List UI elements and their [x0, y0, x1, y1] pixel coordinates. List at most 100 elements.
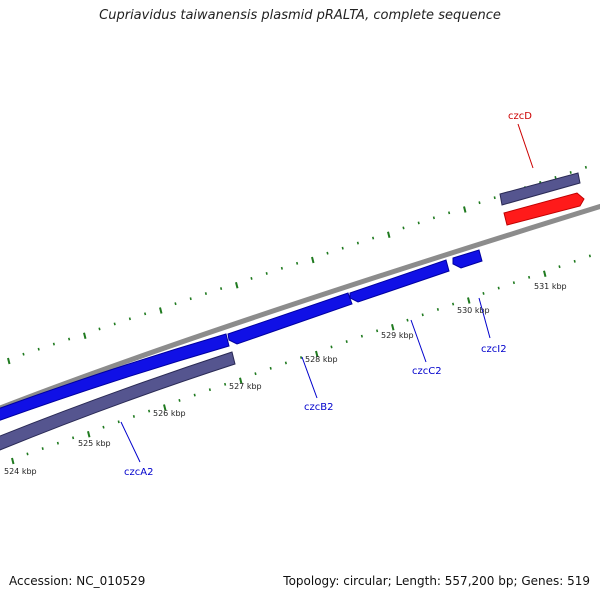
minor-tick	[189, 297, 192, 301]
minor-tick	[360, 334, 363, 338]
major-tick	[239, 377, 243, 384]
major-tick	[467, 297, 471, 304]
tick-label: 528 kbp	[305, 355, 338, 364]
minor-tick	[402, 226, 405, 230]
minor-tick	[345, 340, 348, 343]
minor-tick	[193, 393, 196, 397]
czcC2-callout-line	[410, 319, 427, 363]
czcD-callout-line	[517, 123, 534, 169]
major-tick	[543, 270, 547, 277]
minor-tick	[478, 201, 481, 205]
major-tick	[163, 404, 167, 411]
minor-tick	[269, 366, 272, 370]
major-tick	[463, 206, 467, 213]
minor-tick	[68, 337, 71, 341]
minor-tick	[584, 165, 587, 169]
minor-tick	[52, 342, 55, 346]
tick-label: 531 kbp	[534, 282, 567, 291]
gene-label-czcA2[interactable]: czcA2	[124, 467, 153, 478]
minor-tick	[26, 452, 29, 456]
minor-tick	[280, 266, 283, 270]
major-tick	[387, 231, 391, 238]
major-tick	[7, 357, 11, 365]
czcD-feature[interactable]	[503, 192, 585, 226]
minor-tick	[148, 409, 151, 413]
minor-tick	[284, 361, 287, 365]
minor-tick	[588, 254, 591, 258]
major-tick	[235, 282, 239, 289]
gene-label-czcD[interactable]: czcD	[508, 111, 532, 122]
czcC2-feature[interactable]	[349, 259, 450, 303]
minor-tick	[37, 347, 40, 351]
czcD-reverse-feature[interactable]	[499, 172, 581, 206]
minor-tick	[265, 271, 268, 275]
minor-tick	[330, 345, 333, 349]
minor-tick	[417, 221, 420, 225]
minor-tick	[178, 398, 181, 402]
major-tick	[83, 332, 87, 339]
minor-tick	[56, 441, 59, 445]
minor-tick	[421, 313, 424, 317]
map-title: Cupriavidus taiwanensis plasmid pRALTA, …	[99, 8, 501, 23]
minor-tick	[174, 302, 177, 306]
minor-tick	[300, 356, 303, 360]
minor-tick	[482, 291, 485, 295]
minor-tick	[528, 275, 531, 279]
minor-tick	[436, 308, 439, 311]
czcI2-feature[interactable]	[452, 249, 483, 269]
minor-tick	[220, 287, 223, 290]
minor-tick	[326, 251, 329, 255]
minor-tick	[113, 322, 116, 326]
minor-tick	[224, 382, 227, 386]
minor-tick	[554, 176, 557, 179]
major-tick	[87, 431, 91, 438]
minor-tick	[144, 312, 147, 316]
minor-tick	[250, 277, 253, 280]
major-tick	[315, 350, 319, 358]
major-tick	[11, 457, 15, 465]
czcA2-feature[interactable]	[0, 333, 230, 422]
minor-tick	[493, 196, 496, 200]
minor-tick	[448, 211, 451, 215]
tick-label: 524 kbp	[4, 467, 37, 476]
czcA2-callout-line	[120, 421, 141, 463]
minor-tick	[512, 281, 515, 285]
minor-tick	[406, 318, 409, 322]
tick-label: 525 kbp	[78, 439, 111, 448]
minor-tick	[372, 236, 375, 240]
gene-label-czcC2[interactable]: czcC2	[412, 366, 442, 377]
minor-tick	[22, 352, 25, 356]
minor-tick	[128, 317, 131, 321]
minor-tick	[132, 415, 135, 418]
major-tick	[311, 256, 315, 264]
minor-tick	[573, 259, 576, 263]
major-tick	[159, 307, 163, 314]
minor-tick	[432, 216, 435, 220]
czcA2-reverse-feature[interactable]	[0, 351, 236, 452]
major-tick	[391, 324, 395, 331]
czcB2-callout-line	[301, 356, 318, 399]
minor-tick	[41, 447, 44, 450]
plasmid-backbone	[0, 203, 600, 411]
tick-label: 526 kbp	[153, 409, 186, 418]
minor-tick	[452, 302, 455, 306]
minor-tick	[296, 261, 299, 265]
czcB2-feature[interactable]	[227, 292, 353, 345]
tick-label: 527 kbp	[229, 382, 262, 391]
gene-label-czcB2[interactable]: czcB2	[304, 402, 333, 413]
minor-tick	[102, 425, 105, 429]
czcI2-callout-line	[478, 297, 491, 339]
summary-text: Topology: circular; Length: 557,200 bp; …	[283, 574, 590, 588]
minor-tick	[376, 329, 379, 333]
minor-tick	[569, 170, 572, 174]
minor-tick	[72, 436, 75, 440]
tick-label: 530 kbp	[457, 306, 490, 315]
minor-tick	[208, 388, 211, 392]
minor-tick	[558, 265, 561, 269]
gene-label-czcI2[interactable]: czcI2	[481, 344, 507, 355]
minor-tick	[341, 246, 344, 250]
minor-tick	[204, 292, 207, 296]
minor-tick	[117, 420, 120, 424]
accession-text: Accession: NC_010529	[9, 574, 146, 588]
